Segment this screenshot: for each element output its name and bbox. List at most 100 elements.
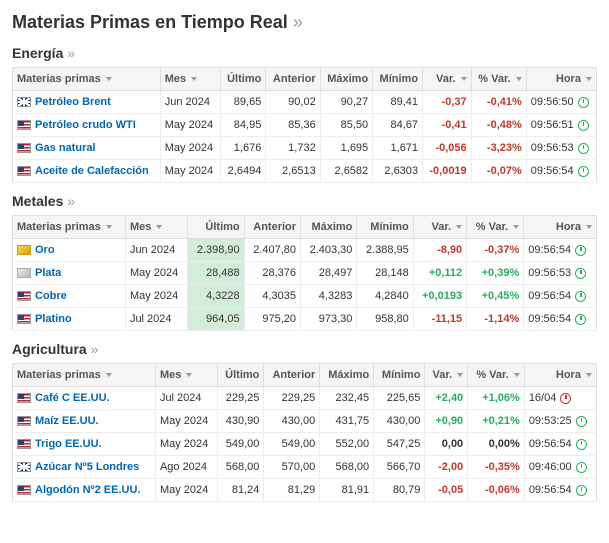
flag-icon	[17, 485, 31, 495]
sort-icon	[461, 77, 467, 81]
section-heading[interactable]: Metales »	[12, 193, 597, 209]
cell-ultimo: 89,65	[220, 91, 265, 114]
cell-hora: 09:56:53	[524, 262, 597, 285]
flag-icon	[17, 462, 31, 472]
cell-anterior: 570,00	[264, 456, 320, 479]
commodity-link[interactable]: Petróleo crudo WTI	[35, 119, 136, 131]
cell-pvar: -3,23%	[471, 137, 526, 160]
column-header-mes[interactable]: Mes	[155, 364, 217, 387]
cell-var: -0,0019	[423, 160, 472, 183]
cell-hora: 09:56:54	[526, 160, 596, 183]
cell-minimo: 28,148	[357, 262, 413, 285]
column-header-mes[interactable]: Mes	[125, 216, 187, 239]
cell-mes: May 2024	[160, 160, 220, 183]
cell-anterior: 2.407,80	[244, 239, 300, 262]
cell-maximo: 552,00	[320, 433, 374, 456]
column-header-var[interactable]: Var.	[423, 68, 472, 91]
clock-icon	[578, 120, 589, 131]
cell-name: Petróleo crudo WTI	[13, 114, 161, 137]
cell-anterior: 28,376	[244, 262, 300, 285]
cell-mes: May 2024	[160, 114, 220, 137]
table-row: Petróleo crudo WTIMay 202484,9585,3685,5…	[13, 114, 597, 137]
cell-maximo: 81,91	[320, 479, 374, 502]
section-title: Metales	[12, 193, 63, 209]
column-header-ultimo: Último	[217, 364, 264, 387]
clock-icon	[576, 439, 587, 450]
commodity-link[interactable]: Plata	[35, 267, 61, 279]
flag-icon	[17, 120, 31, 130]
column-header-anterior: Anterior	[264, 364, 320, 387]
clock-icon	[575, 268, 586, 279]
flag-icon	[17, 314, 31, 324]
cell-name: Azúcar Nº5 Londres	[13, 456, 156, 479]
table-row: Maíz EE.UU.May 2024430,90430,00431,75430…	[13, 410, 597, 433]
commodity-link[interactable]: Cobre	[35, 290, 67, 302]
cell-pvar: +0,45%	[467, 285, 524, 308]
cell-anterior: 90,02	[266, 91, 320, 114]
clock-icon	[576, 462, 587, 473]
commodity-link[interactable]: Maíz EE.UU.	[35, 415, 99, 427]
section-heading[interactable]: Energía »	[12, 45, 597, 61]
page-title[interactable]: Materias Primas en Tiempo Real »	[12, 12, 597, 33]
table-row: CobreMay 20244,32284,30354,32834,2840+0,…	[13, 285, 597, 308]
sort-icon	[513, 225, 519, 229]
commodity-link[interactable]: Gas natural	[35, 142, 96, 154]
flag-icon	[17, 166, 31, 176]
commodity-link[interactable]: Platino	[35, 313, 72, 325]
cell-ultimo: 81,24	[217, 479, 264, 502]
commodities-table: Materias primas Mes ÚltimoAnteriorMáximo…	[12, 215, 597, 331]
cell-minimo: 1,671	[373, 137, 423, 160]
cell-pvar: +0,39%	[467, 262, 524, 285]
column-header-pvar[interactable]: % Var.	[468, 364, 525, 387]
column-header-name[interactable]: Materias primas	[13, 68, 161, 91]
cell-maximo: 973,30	[301, 308, 357, 331]
table-row: PlataMay 202428,48828,37628,49728,148+0,…	[13, 262, 597, 285]
column-header-name[interactable]: Materias primas	[13, 216, 126, 239]
column-header-pvar[interactable]: % Var.	[471, 68, 526, 91]
cell-minimo: 2.388,95	[357, 239, 413, 262]
cell-name: Trigo EE.UU.	[13, 433, 156, 456]
clock-icon	[578, 143, 589, 154]
column-header-hora[interactable]: Hora	[524, 364, 596, 387]
cell-maximo: 1,695	[320, 137, 372, 160]
cell-mes: May 2024	[155, 433, 217, 456]
sort-icon	[106, 225, 112, 229]
cell-anterior: 229,25	[264, 387, 320, 410]
column-header-minimo: Mínimo	[374, 364, 425, 387]
column-header-hora[interactable]: Hora	[526, 68, 596, 91]
table-row: PlatinoJul 2024964,05975,20973,30958,80-…	[13, 308, 597, 331]
column-header-pvar[interactable]: % Var.	[467, 216, 524, 239]
flag-icon	[17, 245, 31, 255]
commodity-link[interactable]: Azúcar Nº5 Londres	[35, 461, 139, 473]
cell-name: Algodón Nº2 EE.UU.	[13, 479, 156, 502]
chevron-right-icon: »	[293, 12, 303, 32]
column-header-name[interactable]: Materias primas	[13, 364, 156, 387]
column-header-var[interactable]: Var.	[413, 216, 466, 239]
cell-mes: Jun 2024	[160, 91, 220, 114]
commodities-table: Materias primas Mes ÚltimoAnteriorMáximo…	[12, 363, 597, 502]
flag-icon	[17, 268, 31, 278]
cell-ultimo: 964,05	[188, 308, 244, 331]
cell-hora: 16/04	[524, 387, 596, 410]
commodity-link[interactable]: Algodón Nº2 EE.UU.	[35, 484, 140, 496]
column-header-var[interactable]: Var.	[425, 364, 468, 387]
table-row: Azúcar Nº5 LondresAgo 2024568,00570,0056…	[13, 456, 597, 479]
cell-hora: 09:56:54	[524, 433, 596, 456]
column-header-maximo: Máximo	[320, 68, 372, 91]
cell-minimo: 547,25	[374, 433, 425, 456]
cell-ultimo: 1,676	[220, 137, 265, 160]
cell-pvar: -0,06%	[468, 479, 525, 502]
cell-mes: May 2024	[125, 262, 187, 285]
commodity-link[interactable]: Trigo EE.UU.	[35, 438, 102, 450]
flag-icon	[17, 393, 31, 403]
commodity-link[interactable]: Aceite de Calefacción	[35, 165, 149, 177]
commodity-link[interactable]: Oro	[35, 244, 55, 256]
column-header-hora[interactable]: Hora	[524, 216, 597, 239]
cell-hora: 09:56:53	[526, 137, 596, 160]
commodity-link[interactable]: Petróleo Brent	[35, 96, 111, 108]
cell-pvar: -0,41%	[471, 91, 526, 114]
section-heading[interactable]: Agricultura »	[12, 341, 597, 357]
cell-ultimo: 430,90	[217, 410, 264, 433]
column-header-mes[interactable]: Mes	[160, 68, 220, 91]
commodity-link[interactable]: Café C EE.UU.	[35, 392, 110, 404]
